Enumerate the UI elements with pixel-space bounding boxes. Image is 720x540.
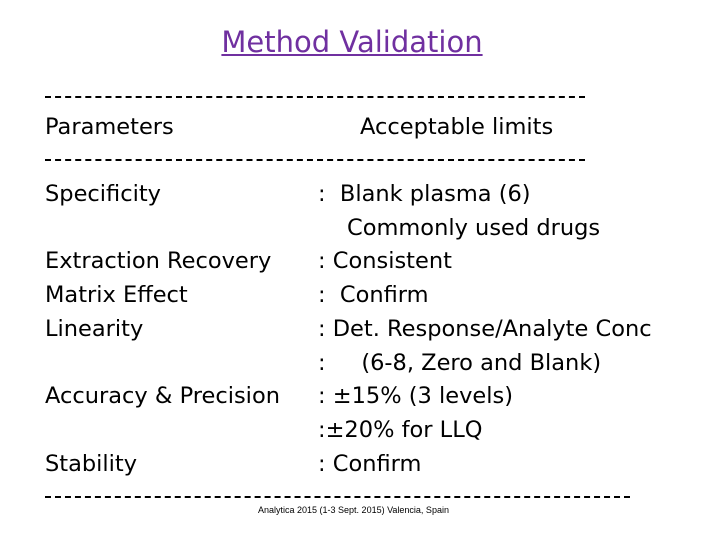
limit: :±20% for LLQ <box>318 416 483 443</box>
parameter: Linearity <box>45 315 144 342</box>
limit: : Det. Response/Analyte Conc <box>318 315 652 342</box>
parameter: Extraction Recovery <box>45 248 272 275</box>
limit: Commonly used drugs <box>347 214 601 241</box>
limit: : Confirm <box>318 450 422 477</box>
parameter: Specificity <box>45 181 161 207</box>
parameter: Accuracy & Precision <box>45 383 280 410</box>
dashed-rule <box>45 96 585 98</box>
dashed-rule <box>45 496 630 498</box>
limit: : (6-8, Zero and Blank) <box>318 349 602 376</box>
limit: : ±15% (3 levels) <box>318 383 513 410</box>
dashed-rule <box>45 159 585 161</box>
column-header: Parameters <box>45 114 174 140</box>
parameter: Stability <box>45 450 138 477</box>
column-header: Acceptable limits <box>360 114 554 140</box>
parameter: Matrix Effect <box>45 282 188 309</box>
limit: : Consistent <box>318 248 452 275</box>
limit: : Confirm <box>318 282 429 309</box>
title: Method Validation <box>221 25 483 59</box>
footer: Analytica 2015 (1-3 Sept. 2015) Valencia… <box>258 505 449 515</box>
limit: : Blank plasma (6) <box>318 181 531 207</box>
